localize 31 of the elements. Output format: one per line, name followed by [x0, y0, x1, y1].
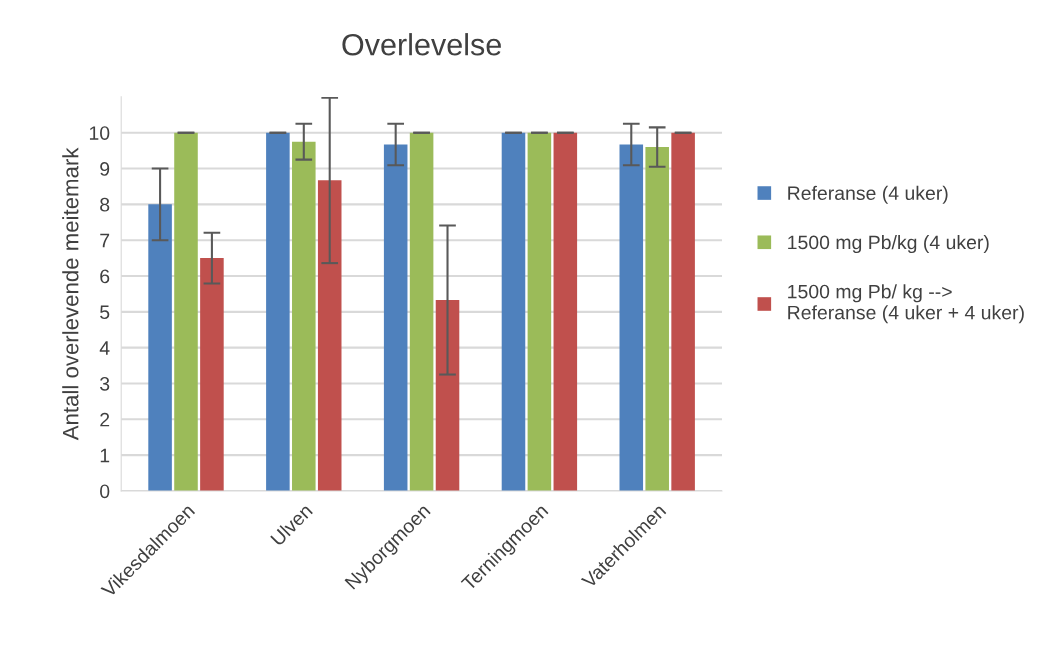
bar	[645, 147, 669, 491]
y-tick-label: 2	[100, 412, 110, 427]
bar	[409, 132, 434, 491]
y-tick-label: 3	[100, 376, 110, 391]
chart-title: Overlevelse	[342, 33, 501, 56]
bar	[292, 141, 316, 491]
bar	[266, 132, 290, 491]
y-axis-title: Antall overlevende meitemark	[62, 147, 79, 441]
y-tick-label: 5	[100, 305, 110, 320]
bar	[671, 132, 695, 491]
bar	[435, 300, 460, 491]
y-tick-label: 4	[99, 341, 110, 355]
legend-label: 1500 mg Pb/kg (4 uker)	[788, 234, 989, 254]
bar	[501, 132, 526, 491]
y-tick-label: 10	[89, 126, 110, 140]
legend-label: Referanse (4 uker)	[788, 185, 948, 204]
legend-label: 1500 mg Pb/ kg --> Referanse (4 uker + 4 uker)	[788, 284, 1024, 324]
y-tick-label: 6	[100, 269, 110, 284]
y-tick-label: 8	[100, 197, 110, 212]
y-tick-label: 9	[100, 162, 110, 176]
bar	[200, 258, 224, 491]
y-tick-label: 7	[100, 233, 110, 248]
bar	[174, 132, 198, 491]
y-tick-label: 1	[100, 448, 110, 463]
bar	[619, 144, 644, 491]
y-tick-label: 0	[100, 484, 110, 499]
bar	[383, 144, 408, 491]
bar	[317, 180, 342, 491]
bar	[527, 132, 552, 491]
bar	[553, 132, 578, 491]
bar	[148, 204, 172, 491]
